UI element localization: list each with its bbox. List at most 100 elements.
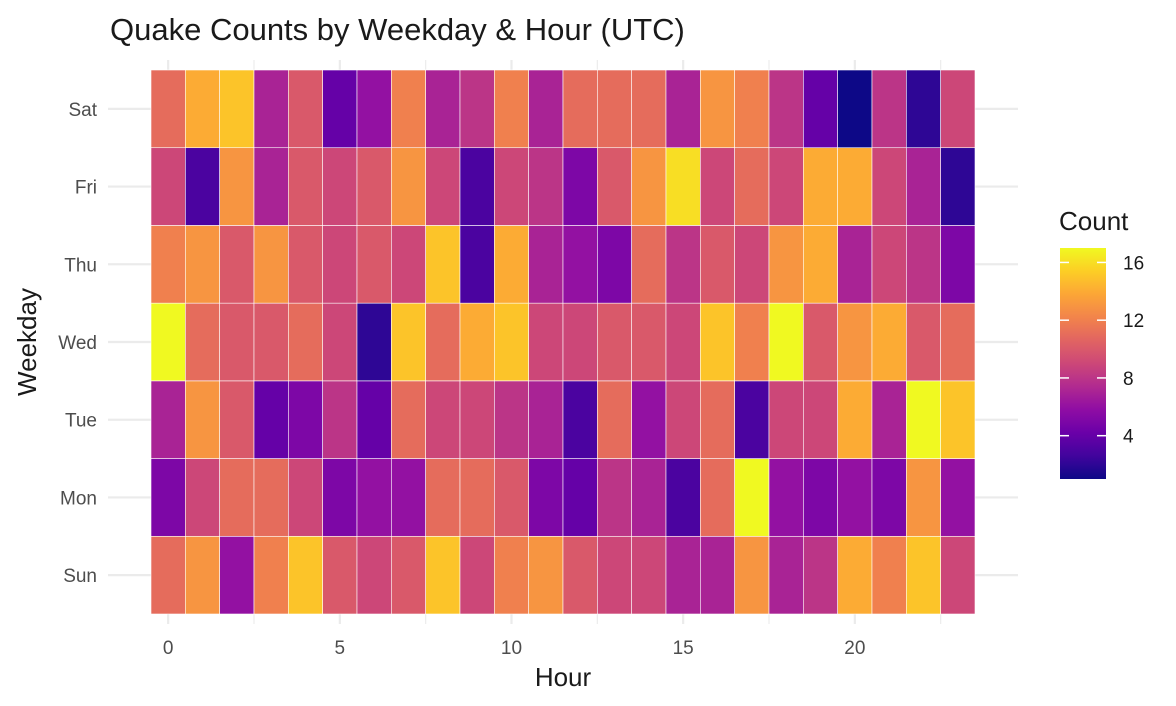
heatmap-cell: [906, 380, 941, 459]
heatmap-cell: [425, 302, 461, 382]
heatmap-cell: [288, 380, 323, 459]
heatmap-cell: [631, 380, 667, 459]
heatmap-cell: [528, 302, 564, 382]
heatmap-cell: [459, 69, 495, 149]
heatmap-cell: [150, 302, 186, 382]
legend-tick-label: 16: [1123, 253, 1144, 274]
heatmap-cell: [700, 535, 735, 615]
heatmap-cell: [597, 225, 632, 304]
x-tick-label: 15: [673, 638, 694, 659]
heatmap-cell: [768, 535, 804, 615]
legend-tick-label: 12: [1123, 311, 1144, 332]
heatmap-cell: [631, 302, 667, 382]
heatmap-cell: [322, 225, 358, 304]
heatmap-cell: [253, 147, 289, 226]
heatmap-cell: [528, 147, 564, 226]
heatmap-cell: [288, 147, 323, 226]
x-axis-title: Hour: [535, 662, 592, 692]
heatmap-cell: [803, 380, 838, 459]
heatmap-cell: [562, 458, 598, 537]
y-tick-label: Fri: [75, 178, 97, 199]
heatmap-cell: [837, 147, 873, 226]
heatmap-cell: [391, 458, 426, 537]
heatmap-cell: [356, 535, 392, 615]
heatmap-cell: [219, 302, 255, 382]
heatmap-cell: [185, 69, 220, 149]
heatmap-cell: [734, 535, 770, 615]
heatmap-cell: [219, 69, 255, 149]
heatmap-cell: [391, 69, 426, 149]
heatmap-cell: [940, 458, 976, 537]
heatmap-cell: [597, 147, 632, 226]
heatmap-cell: [459, 225, 495, 304]
heatmap-cell: [391, 225, 426, 304]
heatmap-cell: [185, 302, 220, 382]
heatmap-cell: [562, 380, 598, 459]
heatmap-cell: [528, 69, 564, 149]
heatmap-cell: [391, 147, 426, 226]
heatmap-cell: [494, 380, 529, 459]
heatmap-cell: [631, 69, 667, 149]
heatmap-cell: [631, 535, 667, 615]
heatmap-cell: [185, 535, 220, 615]
x-tick-label: 10: [501, 638, 522, 659]
heatmap-cell: [906, 302, 941, 382]
heatmap-cell: [631, 147, 667, 226]
heatmap-cell: [185, 225, 220, 304]
heatmap-cell: [665, 147, 701, 226]
heatmap-cell: [528, 535, 564, 615]
heatmap-cell: [768, 69, 804, 149]
heatmap-cell: [700, 458, 735, 537]
heatmap-cell: [837, 302, 873, 382]
heatmap-cell: [150, 69, 186, 149]
heatmap-cell: [528, 380, 564, 459]
heatmap-cell: [391, 535, 426, 615]
legend-tick-label: 4: [1123, 427, 1134, 448]
heatmap-cell: [734, 225, 770, 304]
heatmap-cell: [597, 380, 632, 459]
heatmap-cell: [288, 225, 323, 304]
heatmap-cell: [700, 147, 735, 226]
heatmap-cell: [768, 225, 804, 304]
heatmap-cell: [528, 458, 564, 537]
heatmap-cell: [425, 147, 461, 226]
heatmap-cell: [253, 302, 289, 382]
heatmap-cell: [940, 225, 976, 304]
heatmap-cell: [940, 147, 976, 226]
heatmap-cell: [768, 458, 804, 537]
heatmap-cell: [665, 458, 701, 537]
heatmap-cell: [665, 69, 701, 149]
heatmap-cell: [356, 380, 392, 459]
heatmap-cell: [940, 302, 976, 382]
heatmap-cell: [871, 302, 907, 382]
heatmap-cell: [494, 302, 529, 382]
heatmap-cell: [356, 225, 392, 304]
chart-title: Quake Counts by Weekday & Hour (UTC): [110, 12, 685, 47]
heatmap-cell: [837, 69, 873, 149]
heatmap-cell: [803, 458, 838, 537]
heatmap-cell: [871, 380, 907, 459]
heatmap-cell: [494, 69, 529, 149]
heatmap-cell: [288, 302, 323, 382]
heatmap-cell: [391, 302, 426, 382]
heatmap-cell: [597, 458, 632, 537]
heatmap-cell: [322, 535, 358, 615]
heatmap-cell: [150, 535, 186, 615]
heatmap-cell: [150, 458, 186, 537]
heatmap-cell: [219, 458, 255, 537]
heatmap-cell: [425, 458, 461, 537]
heatmap-cell: [906, 69, 941, 149]
heatmap-cell: [906, 458, 941, 537]
heatmap-cell: [150, 147, 186, 226]
heatmap-cell: [185, 147, 220, 226]
y-tick-label: Mon: [60, 488, 97, 509]
heatmap-cell: [803, 225, 838, 304]
heatmap-cell: [837, 458, 873, 537]
heatmap-cell: [494, 147, 529, 226]
heatmap-cell: [906, 225, 941, 304]
heatmap-cell: [562, 302, 598, 382]
heatmap-cell: [322, 458, 358, 537]
heatmap-cell: [253, 535, 289, 615]
heatmap-cell: [562, 225, 598, 304]
